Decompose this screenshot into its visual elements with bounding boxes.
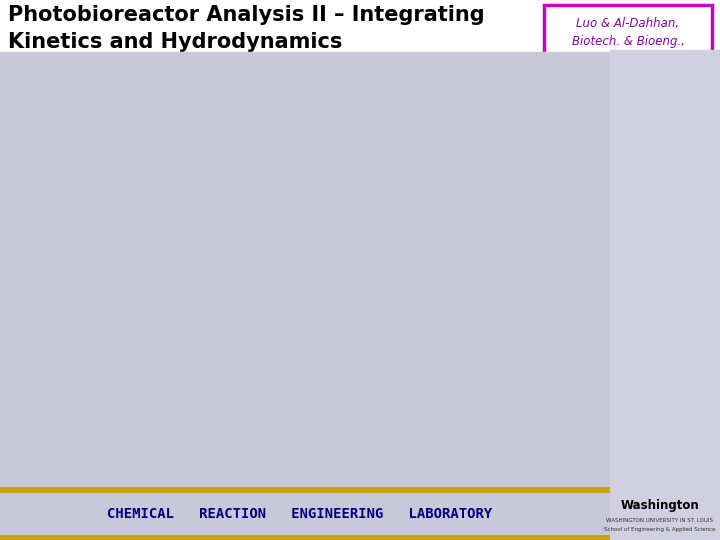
Text: Initial conditions:: Initial conditions: (300, 450, 414, 463)
Text: $x_1 = 1, x_2 = x_3 = 0,\; t = 0$: $x_1 = 1, x_2 = x_3 = 0,\; t = 0$ (360, 468, 516, 483)
Text: Light History: $\mathit{I = f}$ (t, cell positions): Light History: $\mathit{I = f}$ (t, cell… (8, 430, 228, 447)
Text: $X_2$: $X_2$ (256, 202, 274, 218)
Text: $\frac{dx_1}{dt} = -\alpha I \cdot x_1 + \gamma \cdot x_2 + \delta \cdot x_3$: $\frac{dx_1}{dt} = -\alpha I \cdot x_1 +… (355, 118, 517, 141)
Bar (4, 63, 534, 65)
Text: WASHINGTON UNIVERSITY IN ST. LOUIS: WASHINGTON UNIVERSITY IN ST. LOUIS (606, 517, 714, 523)
Bar (610, 50, 720, 540)
Text: $\frac{dx_2}{dt} = \alpha I \cdot x_1 - \gamma \cdot x_2 - \beta I \cdot x_2$: $\frac{dx_2}{dt} = \alpha I \cdot x_1 - … (355, 173, 506, 196)
Text: (2): (2) (688, 191, 706, 204)
Text: Kinetics and Hydrodynamics: Kinetics and Hydrodynamics (8, 32, 343, 52)
Text: I: I (274, 153, 279, 166)
Text: (5): (5) (688, 341, 706, 354)
Text: Differential equations:: Differential equations: (350, 97, 545, 112)
Text: (3): (3) (688, 244, 706, 256)
Text: Photons: Photons (70, 130, 118, 140)
Circle shape (243, 193, 287, 226)
Bar (4, 65, 534, 72)
Text: Growth rate:: Growth rate: (300, 316, 379, 329)
Text: (6): (6) (688, 383, 706, 396)
Text: $\frac{1}{x}\frac{dx}{dt} = \mu = (k \cdot \gamma \cdot x_2 - Me)$: $\frac{1}{x}\frac{dx}{dt} = \mu = (k \cd… (355, 325, 495, 347)
Text: {: { (313, 186, 371, 274)
Text: $Me = \overline{Me} \cdot e^{k_m(\tau - \tau_c)}$: $Me = \overline{Me} \cdot e^{k_m(\tau - … (355, 368, 462, 384)
Text: $X_1$: $X_1$ (89, 202, 106, 218)
Text: CHEMICAL   REACTION   ENGINEERING   LABORATORY: CHEMICAL REACTION ENGINEERING LABORATORY (107, 507, 492, 521)
Text: $\alpha I$: $\alpha I$ (174, 200, 188, 213)
Text: $\mathbf{x_1 + x_2 + x_3 = 1}$: $\mathbf{x_1 + x_2 + x_3 = 1}$ (355, 278, 455, 293)
Text: $X_3$: $X_3$ (171, 302, 189, 318)
Text: $\delta$: $\delta$ (115, 255, 125, 268)
Text: $\beta I$: $\beta I$ (238, 253, 251, 271)
Text: (1): (1) (688, 133, 706, 146)
Text: School of Engineering & Applied Science: School of Engineering & Applied Science (604, 528, 716, 532)
Text: Kinetic model for photosynthesis
(Eilers and Peeters, 1988): Kinetic model for photosynthesis (Eilers… (10, 336, 215, 366)
Text: Washington: Washington (621, 498, 699, 511)
Text: $\gamma$: $\gamma$ (176, 153, 186, 167)
FancyBboxPatch shape (544, 5, 712, 82)
Circle shape (75, 193, 119, 226)
Text: $\frac{dx_3}{dt} = \beta I \cdot x_2 - \delta \cdot x_3$: $\frac{dx_3}{dt} = \beta I \cdot x_2 - \… (355, 228, 460, 251)
Text: Photons: Photons (261, 130, 309, 140)
Text: Luo & Al-Dahhan,
Biotech. & Bioeng.,
85(4), 382, 2004: Luo & Al-Dahhan, Biotech. & Bioeng., 85(… (572, 17, 685, 68)
Text: Photobioreactor Analysis II – Integrating: Photobioreactor Analysis II – Integratin… (8, 5, 485, 25)
Text: Shear Stress (Wu and Merchuk, 2001): Shear Stress (Wu and Merchuk, 2001) (455, 407, 692, 420)
Circle shape (158, 294, 202, 327)
Text: I: I (106, 153, 111, 166)
Text: (4): (4) (688, 289, 706, 302)
